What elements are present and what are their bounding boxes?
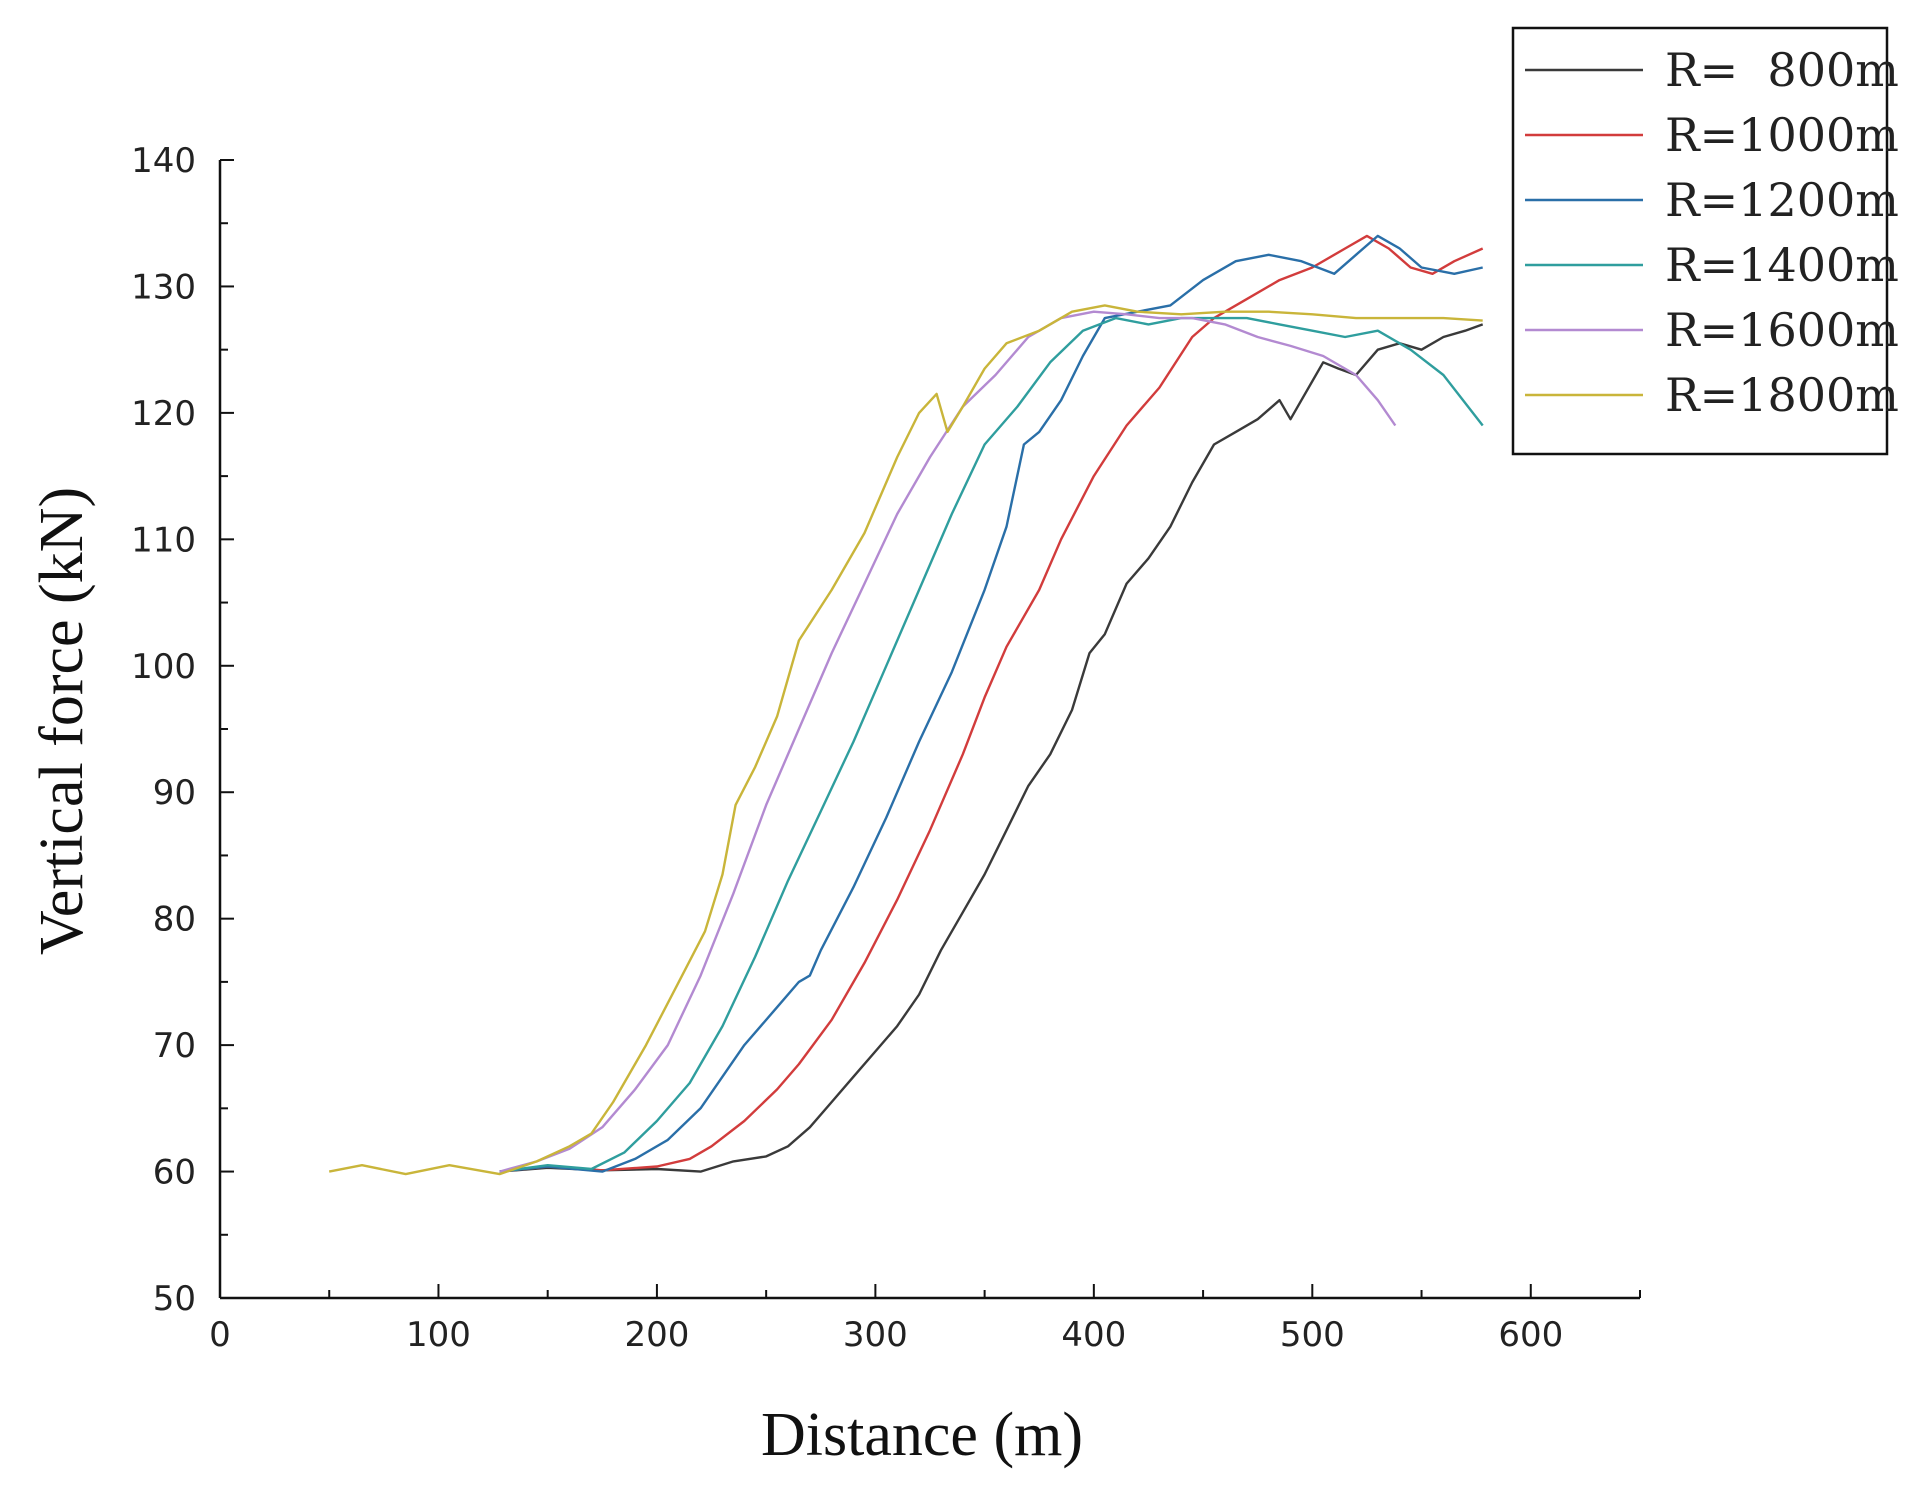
legend-label: R= 800m: [1665, 43, 1899, 97]
series-line-4: [499, 316, 1484, 1173]
series-line-2: [499, 234, 1484, 1173]
y-axis-title: Vertical force (kN): [28, 487, 96, 955]
x-tick-label: 0: [209, 1315, 231, 1355]
axes: 0 100 200 300 400 500 600 50 60 70 80 90 100 110 120 13…: [131, 141, 1641, 1355]
legend-label: R=1200m: [1665, 173, 1899, 227]
series-line-1: [499, 323, 1484, 1173]
legend-label: R=1800m: [1665, 368, 1899, 422]
y-tick-label: 60: [153, 1153, 196, 1193]
x-tick-label: 600: [1498, 1315, 1563, 1355]
legend-label: R=1000m: [1665, 108, 1899, 162]
series-line-3: [499, 234, 1483, 1173]
legend-label: R=1400m: [1665, 238, 1899, 292]
y-tick-label: 90: [153, 773, 196, 813]
legend-label: R=1600m: [1665, 303, 1899, 357]
series-layer: [328, 234, 1484, 1176]
series-line-6: [328, 304, 1483, 1176]
x-tick-label: 500: [1280, 1315, 1345, 1355]
x-axis-title: Distance (m): [761, 1401, 1083, 1469]
legend-box: [1511, 26, 1889, 456]
x-tick-label: 300: [843, 1315, 908, 1355]
legend: R= 800m R=1000m R=1200m R=1400m R=1600m R=180…: [1511, 26, 1899, 456]
x-tick-label: 200: [624, 1315, 689, 1355]
y-tick-label: 70: [153, 1026, 196, 1066]
x-tick-label: 400: [1061, 1315, 1126, 1355]
y-tick-label: 80: [153, 900, 196, 940]
y-tick-label: 140: [131, 141, 196, 181]
y-tick-label: 50: [153, 1279, 196, 1319]
y-tick-label: 100: [131, 647, 196, 687]
y-tick-label: 130: [131, 267, 196, 307]
series-line-5: [499, 310, 1397, 1173]
y-tick-label: 110: [131, 520, 196, 560]
x-tick-label: 100: [406, 1315, 471, 1355]
y-tick-label: 120: [131, 394, 196, 434]
